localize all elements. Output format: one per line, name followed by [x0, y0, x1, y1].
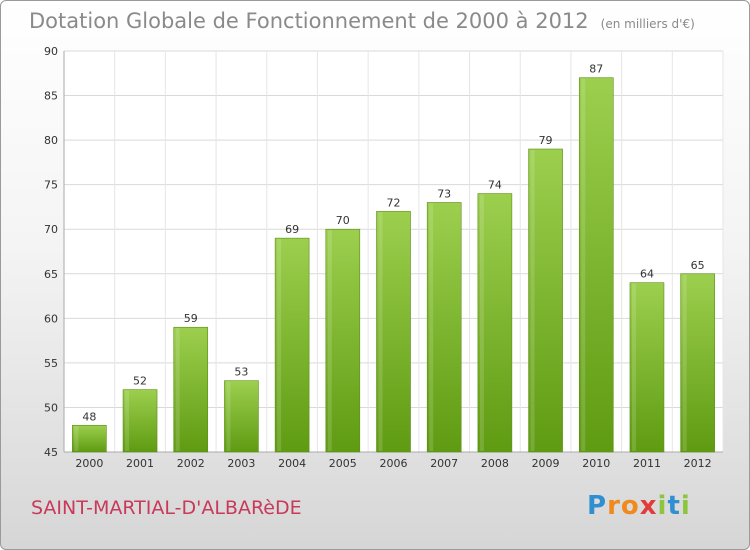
data-label-2006: 72	[387, 196, 401, 209]
x-tick-label-2010: 2010	[582, 457, 610, 470]
data-label-2002: 59	[184, 312, 198, 325]
y-tick-label: 60	[44, 312, 58, 325]
logo-letter: i	[657, 491, 668, 521]
x-tick-label-2001: 2001	[126, 457, 154, 470]
y-tick-label: 90	[44, 45, 58, 58]
data-label-2007: 73	[437, 187, 451, 200]
y-tick-label: 75	[44, 179, 58, 192]
bar-2009	[528, 148, 563, 453]
logo-letter: P	[587, 491, 608, 521]
x-tick-label-2002: 2002	[177, 457, 205, 470]
x-tick-label-2004: 2004	[278, 457, 306, 470]
x-tick-label-2000: 2000	[75, 457, 103, 470]
x-tick-label-2012: 2012	[684, 457, 712, 470]
data-label-2010: 87	[589, 63, 603, 76]
bar-highlight	[175, 328, 180, 451]
y-tick-label: 50	[44, 401, 58, 414]
bar-highlight	[631, 283, 636, 451]
bar-highlight	[226, 381, 231, 451]
y-tick-label: 45	[44, 446, 58, 459]
x-tick-label-2005: 2005	[329, 457, 357, 470]
data-label-2012: 65	[691, 259, 705, 272]
bar-2012	[680, 273, 715, 453]
y-tick-label: 80	[44, 134, 58, 147]
bar-highlight	[479, 194, 484, 452]
logo-letter: x	[639, 491, 658, 521]
bar-2010	[578, 77, 614, 453]
x-tick-label-2011: 2011	[633, 457, 661, 470]
chart-subtitle: (en milliers d'€)	[600, 17, 695, 31]
label-layer: 48 2000 52 2001 59 2002 53 2003 69 2004 70 2005 72 20…	[75, 63, 711, 470]
bar-highlight	[378, 212, 383, 451]
town-name: SAINT-MARTIAL-D'ALBARèDE	[31, 497, 302, 519]
bar-2004	[274, 237, 310, 453]
data-label-2008: 74	[488, 179, 502, 192]
data-label-2005: 70	[336, 214, 350, 227]
bar-2001	[122, 389, 158, 453]
bar-highlight	[327, 230, 332, 451]
data-label-2009: 79	[539, 134, 553, 147]
bar-highlight	[125, 390, 130, 451]
bar-2007	[426, 202, 462, 453]
bar-highlight	[530, 150, 535, 451]
bar-2000	[72, 424, 107, 453]
bar-2002	[173, 326, 209, 453]
bar-highlight	[277, 239, 282, 451]
data-label-2004: 69	[285, 223, 299, 236]
x-tick-label-2009: 2009	[532, 457, 560, 470]
bar-2005	[325, 228, 361, 453]
data-label-2003: 53	[234, 366, 248, 379]
y-tick-label: 55	[44, 357, 58, 370]
bar-highlight	[74, 426, 79, 451]
y-tick-label: 85	[44, 90, 58, 103]
data-label-2001: 52	[133, 375, 147, 388]
chart-title: Dotation Globale de Fonctionnement de 20…	[29, 9, 695, 33]
bar-highlight	[682, 274, 687, 451]
bar-2011	[629, 282, 665, 453]
bar-2006	[376, 211, 411, 453]
logo-letter: r	[607, 491, 621, 521]
data-label-2000: 48	[82, 410, 96, 423]
logo-letter: i	[680, 491, 691, 521]
proxiti-logo: Proxiti	[587, 491, 691, 521]
y-tick-label: 65	[44, 268, 58, 281]
bar-highlight	[581, 78, 586, 451]
bar-layer	[72, 77, 715, 453]
bar-2008	[477, 193, 513, 453]
bar-2003	[224, 380, 259, 453]
x-tick-label-2007: 2007	[430, 457, 458, 470]
chart-title-text: Dotation Globale de Fonctionnement de 20…	[29, 9, 589, 33]
x-tick-label-2006: 2006	[380, 457, 408, 470]
x-tick-label-2003: 2003	[227, 457, 255, 470]
data-label-2011: 64	[640, 268, 654, 281]
x-tick-label-2008: 2008	[481, 457, 509, 470]
y-tick-label: 70	[44, 223, 58, 236]
logo-letter: o	[620, 491, 640, 521]
bar-highlight	[429, 203, 434, 451]
logo-letter: t	[667, 491, 681, 521]
